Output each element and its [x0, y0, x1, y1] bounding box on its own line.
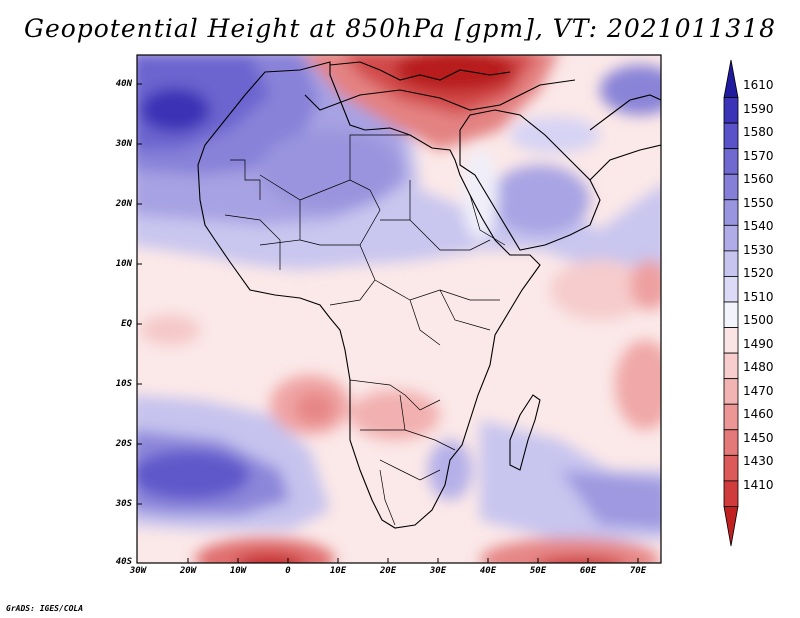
lon-label: 20E [379, 566, 397, 576]
lon-label: 10E [329, 566, 347, 576]
lat-label: 30S [115, 499, 132, 509]
colorbar-swatch [723, 480, 739, 507]
lon-label: 50E [529, 566, 547, 576]
map-frame [136, 54, 662, 564]
lon-label: 10W [229, 566, 247, 576]
colorbar-swatch [723, 59, 739, 98]
colorbar-swatch [723, 199, 739, 226]
colorbar-label: 1470 [743, 384, 774, 398]
lon-label: 30W [129, 566, 147, 576]
colorbar-label: 1580 [743, 125, 774, 139]
lon-label: 60E [579, 566, 597, 576]
colorbar-label: 1460 [743, 407, 774, 421]
colorbar-swatch [723, 378, 739, 405]
colorbar-swatch [723, 301, 739, 328]
colorbar-label: 1450 [743, 431, 774, 445]
colorbar-label: 1540 [743, 219, 774, 233]
lat-label: 30N [115, 139, 132, 149]
colorbar-label: 1610 [743, 78, 774, 92]
coastlines [197, 61, 661, 529]
colorbar-label: 1500 [743, 313, 774, 327]
lat-label: 40N [115, 79, 132, 89]
lat-label: EQ [121, 319, 132, 329]
lat-label: 40S [115, 557, 132, 567]
colorbar-swatch [723, 506, 739, 547]
colorbar-label: 1530 [743, 243, 774, 257]
grads-credit: GrADS: IGES/COLA [6, 604, 84, 613]
lon-label: 30E [429, 566, 447, 576]
colorbar-label: 1510 [743, 290, 774, 304]
lon-label: 70E [629, 566, 647, 576]
lat-label: 10N [115, 259, 132, 269]
colorbar-swatch [723, 327, 739, 354]
lat-label: 10S [115, 379, 132, 389]
colorbar-swatch [723, 403, 739, 431]
colorbar-label: 1410 [743, 478, 774, 492]
colorbar-swatch [723, 148, 739, 175]
map-title: Geopotential Height at 850hPa [gpm], VT:… [23, 14, 777, 43]
colorbar-label: 1550 [743, 196, 774, 210]
colorbar-label: 1560 [743, 172, 774, 186]
colorbar-swatch [723, 173, 739, 201]
height-field [137, 55, 661, 563]
country-borders [224, 134, 506, 526]
colorbar-swatch [723, 224, 739, 252]
colorbar-label: 1590 [743, 102, 774, 116]
axis-ticks [137, 83, 639, 563]
colorbar [723, 59, 739, 547]
lat-label: 20N [115, 199, 132, 209]
colorbar-swatch [723, 122, 739, 150]
lat-label: 20S [115, 439, 132, 449]
colorbar-swatch [723, 276, 739, 303]
colorbar-swatch [723, 429, 739, 456]
colorbar-label: 1520 [743, 266, 774, 280]
colorbar-label: 1570 [743, 149, 774, 163]
lon-label: 40E [479, 566, 497, 576]
lon-label: 0 [285, 566, 291, 576]
colorbar-swatch [723, 97, 739, 124]
colorbar-swatch [723, 352, 739, 380]
colorbar-swatch [723, 454, 739, 482]
colorbar-swatch [723, 250, 739, 277]
colorbar-label: 1430 [743, 454, 774, 468]
colorbar-label: 1480 [743, 360, 774, 374]
colorbar-label: 1490 [743, 337, 774, 351]
lon-label: 20W [179, 566, 197, 576]
